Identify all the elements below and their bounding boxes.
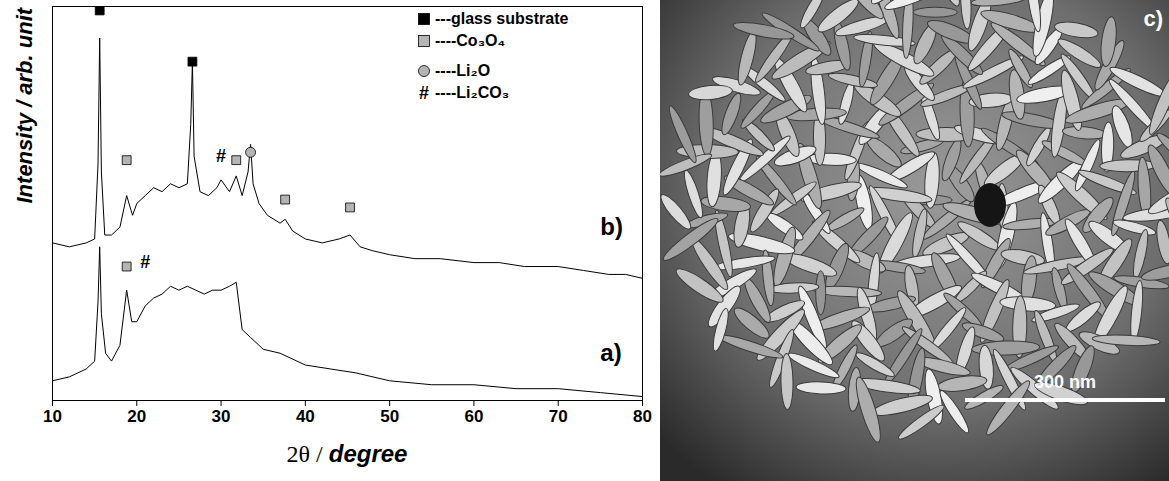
svg-text:50: 50 (380, 407, 399, 426)
svg-text:Intensity / arb. unit: Intensity / arb. unit (12, 6, 37, 203)
svg-text:#: # (216, 146, 226, 166)
svg-text:10: 10 (43, 407, 62, 426)
svg-text:80: 80 (633, 407, 652, 426)
svg-text:60: 60 (464, 407, 483, 426)
svg-text:c): c) (1143, 6, 1163, 31)
svg-text:70: 70 (549, 407, 568, 426)
svg-text:30: 30 (212, 407, 231, 426)
svg-text:40: 40 (296, 407, 315, 426)
svg-text:#: # (140, 252, 150, 272)
svg-text:b): b) (600, 213, 623, 240)
svg-text:a): a) (600, 339, 621, 366)
html-text:2θ / degree: 2θ / degree (286, 440, 408, 467)
svg-text:300 nm: 300 nm (1034, 372, 1096, 392)
html-text:----Co₃O₄: ----Co₃O₄ (435, 32, 506, 49)
html-text:# ----Li₂CO₃: # ----Li₂CO₃ (419, 82, 509, 103)
html-text:----Li₂O: ----Li₂O (435, 62, 491, 79)
html-text:---glass substrate: ---glass substrate (435, 10, 569, 27)
svg-text:20: 20 (127, 407, 146, 426)
